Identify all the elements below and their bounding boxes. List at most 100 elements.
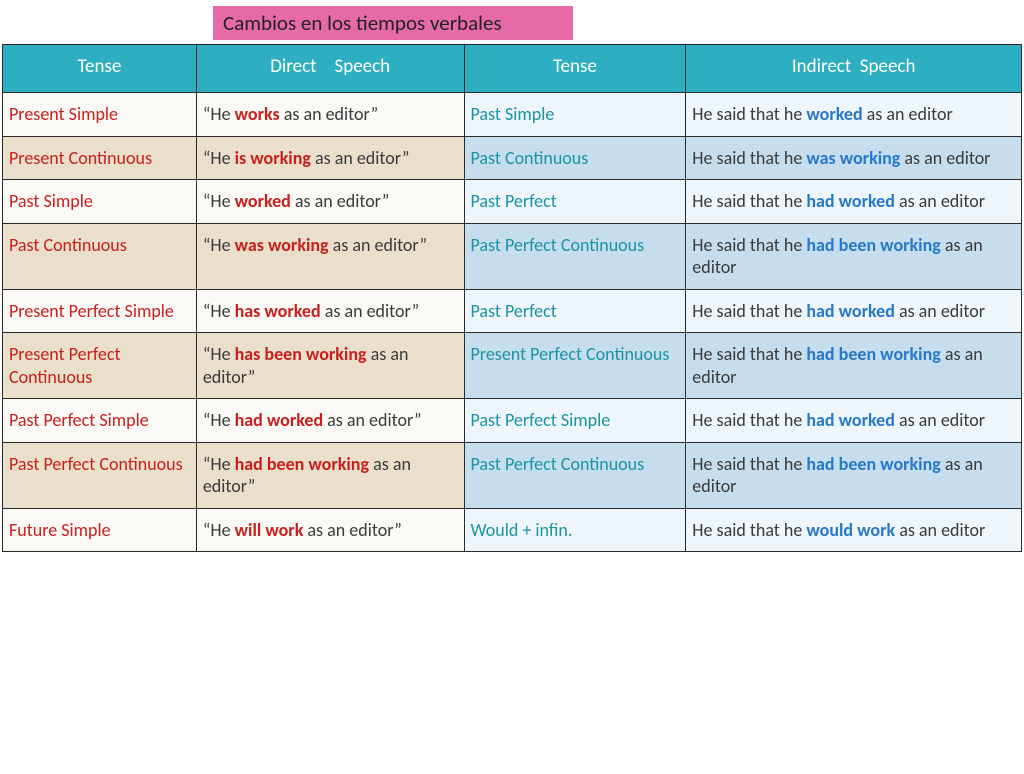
ds-verb: has been working [235,343,367,365]
is-post: as an editor [895,190,985,212]
ds-post: as an editor [291,190,382,212]
ds-verb: has worked [235,300,321,322]
ds-verb: will work [235,519,304,541]
is-verb: was working [806,147,900,169]
is-verb: had been working [806,234,940,256]
table-row: Past Simple “He worked as an editor” Past … [3,180,1022,224]
quote-close: ” [382,190,390,212]
cell-direct-speech: “He had worked as an editor” [196,399,464,443]
ds-pre: He [210,103,234,125]
cell-direct-speech: “He has worked as an editor” [196,289,464,333]
table-header: Tense DirectSpeech Tense Indirect Speech [3,45,1022,93]
ds-pre: He [210,147,234,169]
tense-direct-text: Past Perfect Continuous [9,453,183,475]
is-pre: He said that he [692,190,806,212]
ds-post: as an editor [303,519,394,541]
ds-verb: is working [235,147,311,169]
hdr-indirect: Indirect Speech [686,45,1022,93]
cell-tense-direct: Past Continuous [3,223,197,289]
quote-close: ” [248,475,256,497]
is-post: as an editor [900,147,990,169]
hdr-tense-right: Tense [464,45,686,93]
cell-direct-speech: “He had been working as an editor” [196,442,464,508]
ds-post: as an editor [323,409,414,431]
quote-close: ” [371,103,379,125]
cell-indirect-speech: He said that he had worked as an editor [686,180,1022,224]
table-row: Past Continuous“He was working as an edi… [3,223,1022,289]
quote-close: ” [412,300,420,322]
cell-tense-direct: Present Perfect Continuous [3,333,197,399]
table-row: Present Perfect Simple “He has worked as … [3,289,1022,333]
cell-tense-direct: Present Continuous [3,136,197,180]
cell-tense-indirect: Past Perfect Continuous [464,442,686,508]
cell-indirect-speech: He said that he worked as an editor [686,93,1022,137]
is-verb: had worked [806,300,894,322]
quote-close: ” [414,409,422,431]
cell-tense-indirect: Past Continuous [464,136,686,180]
tense-indirect-text: Would + infin. [471,519,573,541]
cell-indirect-speech: He said that he was working as an editor [686,136,1022,180]
cell-tense-direct: Past Simple [3,180,197,224]
hdr-tense-left: Tense [3,45,197,93]
ds-pre: He [210,190,234,212]
is-post: as an editor [863,103,953,125]
quote-close: ” [420,234,428,256]
cell-tense-indirect: Past Perfect [464,289,686,333]
hdr-direct-b: Speech [334,55,390,78]
ds-verb: works [235,103,280,125]
is-post: as an editor [895,300,985,322]
tense-direct-text: Present Perfect Simple [9,300,174,322]
cell-direct-speech: “He is working as an editor” [196,136,464,180]
page-title: Cambios en los tiempos verbales [213,6,573,40]
is-pre: He said that he [692,453,806,475]
is-pre: He said that he [692,300,806,322]
tense-direct-text: Past Simple [9,190,93,212]
quote-close: ” [402,147,410,169]
tense-indirect-text: Past Simple [471,103,555,125]
ds-post: as an editor [311,147,402,169]
cell-tense-indirect: Past Perfect [464,180,686,224]
ds-verb: had worked [235,409,323,431]
cell-indirect-speech: He said that he had been working as an e… [686,223,1022,289]
is-pre: He said that he [692,343,806,365]
cell-tense-direct: Present Simple [3,93,197,137]
ds-verb: worked [235,190,291,212]
table-row: Future Simple“He will work as an editor”… [3,508,1022,552]
tense-direct-text: Present Continuous [9,147,152,169]
ds-post: as an editor [280,103,371,125]
tense-direct-text: Past Continuous [9,234,127,256]
ds-pre: He [210,343,234,365]
is-verb: had worked [806,190,894,212]
ds-post: as an editor [321,300,412,322]
cell-direct-speech: “He worked as an editor” [196,180,464,224]
quote-close: ” [248,366,256,388]
cell-indirect-speech: He said that he had been working as an e… [686,333,1022,399]
cell-direct-speech: “He will work as an editor” [196,508,464,552]
cell-tense-indirect: Past Perfect Simple [464,399,686,443]
table-row: Past Perfect Continuous “He had been work… [3,442,1022,508]
is-pre: He said that he [692,103,806,125]
cell-indirect-speech: He said that he had been working as an e… [686,442,1022,508]
is-post: as an editor [895,519,985,541]
cell-tense-direct: Present Perfect Simple [3,289,197,333]
tense-indirect-text: Past Perfect Continuous [471,453,645,475]
cell-tense-direct: Past Perfect Continuous [3,442,197,508]
is-verb: had worked [806,409,894,431]
ds-pre: He [210,234,234,256]
tense-direct-text: Past Perfect Simple [9,409,149,431]
hdr-indirect-b: Speech [860,55,916,78]
quote-close: ” [394,519,402,541]
is-pre: He said that he [692,519,806,541]
tense-indirect-text: Past Perfect [471,300,557,322]
is-verb: would work [806,519,895,541]
tense-indirect-text: Past Perfect Continuous [471,234,645,256]
ds-pre: He [210,409,234,431]
cell-tense-indirect: Past Perfect Continuous [464,223,686,289]
is-pre: He said that he [692,147,806,169]
cell-tense-indirect: Would + infin. [464,508,686,552]
ds-post: as an editor [329,234,420,256]
tense-indirect-text: Past Perfect [471,190,557,212]
table-row: Present Simple“He works as an editor”Pas… [3,93,1022,137]
tense-direct-text: Present Perfect Continuous [9,343,121,388]
ds-pre: He [210,519,234,541]
